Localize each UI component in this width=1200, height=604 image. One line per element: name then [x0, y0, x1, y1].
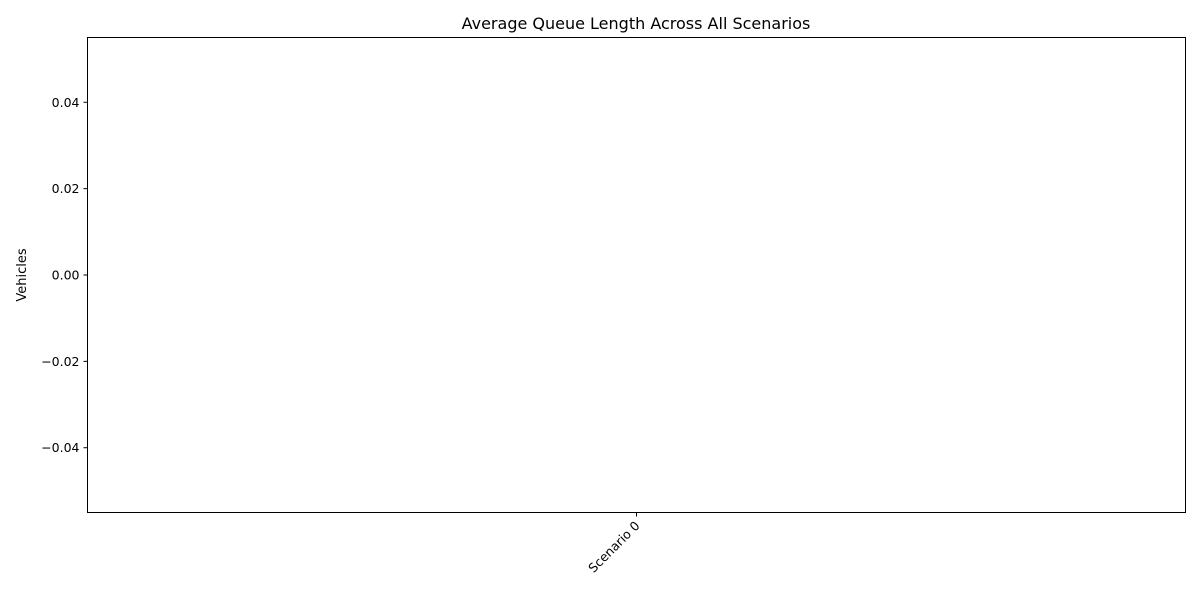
y-axis: 0.04 0.02 0.00 −0.02 −0.04	[41, 95, 88, 455]
plot-area-frame	[87, 37, 1186, 513]
y-tick-label: 0.00	[52, 268, 80, 283]
chart-title: Average Queue Length Across All Scenario…	[462, 14, 811, 33]
y-tick-label: 0.04	[52, 95, 80, 110]
y-tick-label: −0.04	[41, 440, 79, 455]
y-axis-label: Vehicles	[15, 248, 30, 301]
x-tick-label: Scenario 0	[585, 518, 642, 575]
y-tick-label: 0.02	[52, 181, 80, 196]
y-tick-label: −0.02	[41, 354, 79, 369]
x-axis: Scenario 0	[585, 512, 643, 575]
